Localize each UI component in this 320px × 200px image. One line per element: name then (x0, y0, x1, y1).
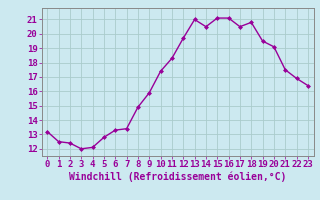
X-axis label: Windchill (Refroidissement éolien,°C): Windchill (Refroidissement éolien,°C) (69, 172, 286, 182)
